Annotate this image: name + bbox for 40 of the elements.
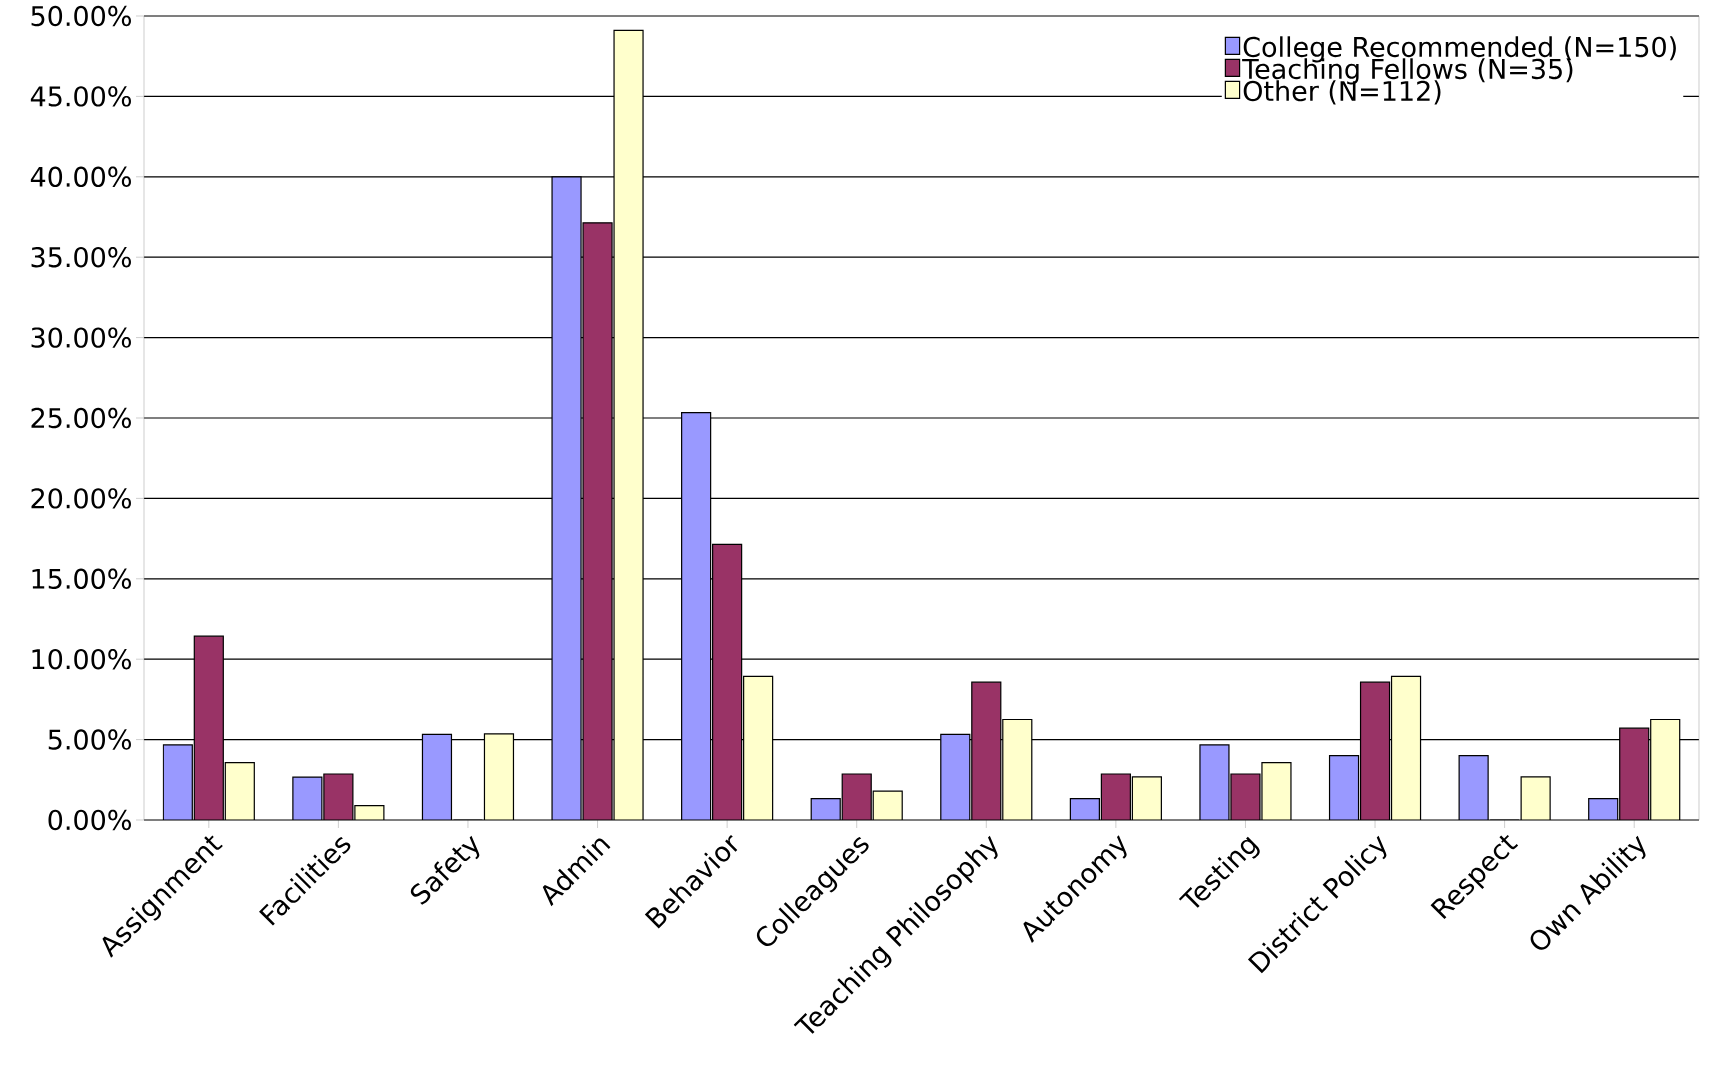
y-tick-label: 15.00% — [32, 568, 131, 589]
bar — [224, 761, 255, 820]
bar — [1261, 761, 1292, 820]
bar — [1199, 744, 1230, 820]
bar — [841, 773, 872, 820]
bar — [1588, 798, 1619, 820]
y-tick-label: 25.00% — [31, 407, 131, 429]
bar — [1619, 727, 1650, 820]
y-tick-label: 35.00% — [31, 246, 131, 268]
bar — [1359, 681, 1391, 820]
bar — [940, 733, 971, 820]
bar — [1131, 776, 1162, 820]
bar — [551, 176, 582, 820]
bar — [743, 675, 774, 820]
bar — [1458, 755, 1489, 820]
y-tick-label: 5.00% — [48, 729, 131, 750]
y-tick-label: 20.00% — [31, 488, 131, 509]
bar — [1328, 755, 1360, 820]
bar — [810, 798, 841, 820]
y-tick-label: 10.00% — [32, 648, 131, 670]
bar — [483, 733, 515, 820]
y-tick-label: 40.00% — [30, 166, 131, 187]
bar — [872, 790, 903, 820]
bar — [1390, 675, 1422, 820]
bar — [712, 543, 743, 820]
y-tick-label: 0.00% — [48, 809, 131, 831]
y-tick-label: 50.00% — [31, 5, 131, 27]
bar — [582, 222, 613, 820]
bar — [613, 29, 644, 820]
y-tick-label: 45.00% — [30, 86, 131, 107]
bar — [1069, 798, 1100, 820]
y-tick-label: 30.00% — [31, 327, 131, 348]
bar — [1100, 773, 1131, 820]
bar — [421, 733, 453, 820]
bar — [1650, 718, 1681, 820]
bar — [1002, 718, 1033, 820]
bar — [193, 635, 224, 820]
bar — [681, 412, 712, 820]
bar — [971, 681, 1002, 820]
bar — [162, 744, 193, 820]
